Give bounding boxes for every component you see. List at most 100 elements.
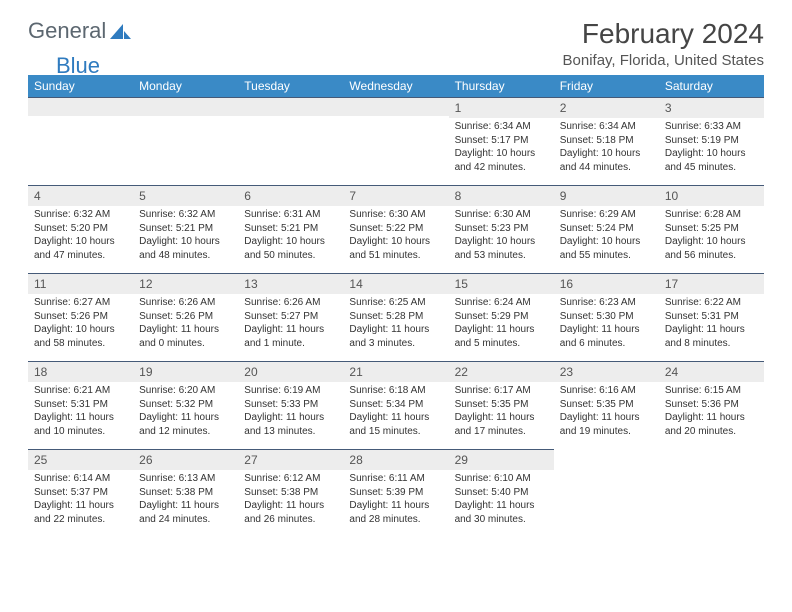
day-cell: 9Sunrise: 6:29 AMSunset: 5:24 PMDaylight… [554, 185, 659, 273]
sunset-line: Sunset: 5:23 PM [455, 222, 548, 236]
day-number: 25 [28, 449, 133, 470]
daylight-line: Daylight: 11 hours and 20 minutes. [665, 411, 758, 438]
weekday-header: Thursday [449, 75, 554, 97]
day-number: 15 [449, 273, 554, 294]
day-cell [28, 97, 133, 185]
daylight-line: Daylight: 10 hours and 51 minutes. [349, 235, 442, 262]
sunset-line: Sunset: 5:40 PM [455, 486, 548, 500]
sunset-line: Sunset: 5:32 PM [139, 398, 232, 412]
day-cell: 6Sunrise: 6:31 AMSunset: 5:21 PMDaylight… [238, 185, 343, 273]
day-number: 5 [133, 185, 238, 206]
calendar-week-row: 1Sunrise: 6:34 AMSunset: 5:17 PMDaylight… [28, 97, 764, 185]
sunset-line: Sunset: 5:21 PM [139, 222, 232, 236]
daylight-line: Daylight: 10 hours and 50 minutes. [244, 235, 337, 262]
day-cell: 25Sunrise: 6:14 AMSunset: 5:37 PMDayligh… [28, 449, 133, 537]
day-number: 18 [28, 361, 133, 382]
location-line: Bonifay, Florida, United States [563, 52, 765, 69]
day-info: Sunrise: 6:13 AMSunset: 5:38 PMDaylight:… [133, 470, 238, 530]
sunrise-line: Sunrise: 6:13 AM [139, 472, 232, 486]
day-info: Sunrise: 6:28 AMSunset: 5:25 PMDaylight:… [659, 206, 764, 266]
sunset-line: Sunset: 5:18 PM [560, 134, 653, 148]
day-cell: 8Sunrise: 6:30 AMSunset: 5:23 PMDaylight… [449, 185, 554, 273]
sunrise-line: Sunrise: 6:32 AM [139, 208, 232, 222]
daylight-line: Daylight: 10 hours and 44 minutes. [560, 147, 653, 174]
daylight-line: Daylight: 11 hours and 1 minute. [244, 323, 337, 350]
day-cell: 16Sunrise: 6:23 AMSunset: 5:30 PMDayligh… [554, 273, 659, 361]
daylight-line: Daylight: 11 hours and 30 minutes. [455, 499, 548, 526]
sunrise-line: Sunrise: 6:26 AM [244, 296, 337, 310]
sunrise-line: Sunrise: 6:34 AM [455, 120, 548, 134]
day-cell [238, 97, 343, 185]
weekday-header: Tuesday [238, 75, 343, 97]
day-cell: 17Sunrise: 6:22 AMSunset: 5:31 PMDayligh… [659, 273, 764, 361]
day-info: Sunrise: 6:19 AMSunset: 5:33 PMDaylight:… [238, 382, 343, 442]
sunrise-line: Sunrise: 6:25 AM [349, 296, 442, 310]
sunset-line: Sunset: 5:39 PM [349, 486, 442, 500]
sunrise-line: Sunrise: 6:18 AM [349, 384, 442, 398]
day-info: Sunrise: 6:34 AMSunset: 5:17 PMDaylight:… [449, 118, 554, 178]
day-cell: 2Sunrise: 6:34 AMSunset: 5:18 PMDaylight… [554, 97, 659, 185]
day-info: Sunrise: 6:18 AMSunset: 5:34 PMDaylight:… [343, 382, 448, 442]
day-number: 24 [659, 361, 764, 382]
day-number: 27 [238, 449, 343, 470]
weekday-header: Wednesday [343, 75, 448, 97]
day-info: Sunrise: 6:16 AMSunset: 5:35 PMDaylight:… [554, 382, 659, 442]
day-cell: 20Sunrise: 6:19 AMSunset: 5:33 PMDayligh… [238, 361, 343, 449]
day-cell: 10Sunrise: 6:28 AMSunset: 5:25 PMDayligh… [659, 185, 764, 273]
weekday-header: Saturday [659, 75, 764, 97]
day-info: Sunrise: 6:14 AMSunset: 5:37 PMDaylight:… [28, 470, 133, 530]
day-number: 2 [554, 97, 659, 118]
sunset-line: Sunset: 5:31 PM [34, 398, 127, 412]
day-info: Sunrise: 6:30 AMSunset: 5:23 PMDaylight:… [449, 206, 554, 266]
day-info: Sunrise: 6:32 AMSunset: 5:20 PMDaylight:… [28, 206, 133, 266]
day-cell: 23Sunrise: 6:16 AMSunset: 5:35 PMDayligh… [554, 361, 659, 449]
day-cell [133, 97, 238, 185]
daylight-line: Daylight: 11 hours and 22 minutes. [34, 499, 127, 526]
day-cell [659, 449, 764, 537]
brand-part2: Blue [56, 53, 100, 78]
sunset-line: Sunset: 5:30 PM [560, 310, 653, 324]
day-info: Sunrise: 6:33 AMSunset: 5:19 PMDaylight:… [659, 118, 764, 178]
daylight-line: Daylight: 11 hours and 5 minutes. [455, 323, 548, 350]
weekday-header: Sunday [28, 75, 133, 97]
day-info: Sunrise: 6:26 AMSunset: 5:26 PMDaylight:… [133, 294, 238, 354]
daylight-line: Daylight: 11 hours and 6 minutes. [560, 323, 653, 350]
sunrise-line: Sunrise: 6:23 AM [560, 296, 653, 310]
daylight-line: Daylight: 10 hours and 53 minutes. [455, 235, 548, 262]
sunset-line: Sunset: 5:29 PM [455, 310, 548, 324]
day-number: 29 [449, 449, 554, 470]
daylight-line: Daylight: 10 hours and 42 minutes. [455, 147, 548, 174]
daylight-line: Daylight: 10 hours and 45 minutes. [665, 147, 758, 174]
sunrise-line: Sunrise: 6:32 AM [34, 208, 127, 222]
day-number: 10 [659, 185, 764, 206]
calendar-body: 1Sunrise: 6:34 AMSunset: 5:17 PMDaylight… [28, 97, 764, 537]
daylight-line: Daylight: 10 hours and 55 minutes. [560, 235, 653, 262]
day-info: Sunrise: 6:21 AMSunset: 5:31 PMDaylight:… [28, 382, 133, 442]
daylight-line: Daylight: 11 hours and 19 minutes. [560, 411, 653, 438]
day-info: Sunrise: 6:20 AMSunset: 5:32 PMDaylight:… [133, 382, 238, 442]
sail-icon [110, 22, 132, 40]
daylight-line: Daylight: 10 hours and 56 minutes. [665, 235, 758, 262]
calendar-week-row: 4Sunrise: 6:32 AMSunset: 5:20 PMDaylight… [28, 185, 764, 273]
daylight-line: Daylight: 11 hours and 26 minutes. [244, 499, 337, 526]
day-cell: 4Sunrise: 6:32 AMSunset: 5:20 PMDaylight… [28, 185, 133, 273]
month-title: February 2024 [563, 18, 765, 50]
day-cell: 13Sunrise: 6:26 AMSunset: 5:27 PMDayligh… [238, 273, 343, 361]
sunrise-line: Sunrise: 6:26 AM [139, 296, 232, 310]
sunrise-line: Sunrise: 6:20 AM [139, 384, 232, 398]
daylight-line: Daylight: 11 hours and 3 minutes. [349, 323, 442, 350]
daylight-line: Daylight: 11 hours and 24 minutes. [139, 499, 232, 526]
sunset-line: Sunset: 5:20 PM [34, 222, 127, 236]
day-cell: 28Sunrise: 6:11 AMSunset: 5:39 PMDayligh… [343, 449, 448, 537]
daylight-line: Daylight: 11 hours and 17 minutes. [455, 411, 548, 438]
weekday-header: Monday [133, 75, 238, 97]
day-cell: 26Sunrise: 6:13 AMSunset: 5:38 PMDayligh… [133, 449, 238, 537]
day-cell: 1Sunrise: 6:34 AMSunset: 5:17 PMDaylight… [449, 97, 554, 185]
sunrise-line: Sunrise: 6:30 AM [455, 208, 548, 222]
brand-part1: General [28, 18, 106, 44]
day-info: Sunrise: 6:26 AMSunset: 5:27 PMDaylight:… [238, 294, 343, 354]
daylight-line: Daylight: 11 hours and 10 minutes. [34, 411, 127, 438]
calendar-week-row: 25Sunrise: 6:14 AMSunset: 5:37 PMDayligh… [28, 449, 764, 537]
sunset-line: Sunset: 5:22 PM [349, 222, 442, 236]
day-cell: 29Sunrise: 6:10 AMSunset: 5:40 PMDayligh… [449, 449, 554, 537]
